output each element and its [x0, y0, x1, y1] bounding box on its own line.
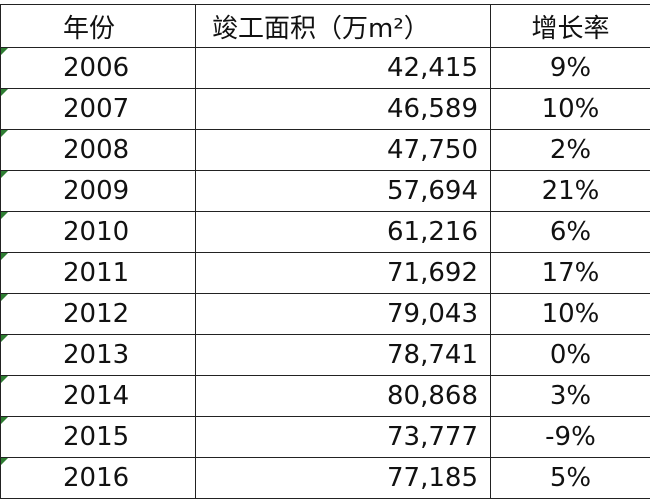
table-cell: 2013 — [1, 335, 196, 376]
table-cell: 2014 — [1, 376, 196, 417]
table-cell: 2016 — [1, 458, 196, 499]
header-cell: 竣工面积（万m²） — [196, 5, 491, 48]
table-cell: -9% — [491, 417, 650, 458]
table-cell: 80,868 — [196, 376, 491, 417]
header-row: 年份竣工面积（万m²）增长率 — [1, 5, 650, 48]
table-cell: 2% — [491, 130, 650, 171]
table-cell: 2006 — [1, 48, 196, 89]
table-cell: 9% — [491, 48, 650, 89]
table-cell: 2009 — [1, 171, 196, 212]
table-cell: 2012 — [1, 294, 196, 335]
table-cell: 73,777 — [196, 417, 491, 458]
table-cell: 78,741 — [196, 335, 491, 376]
table-cell: 71,692 — [196, 253, 491, 294]
table-cell: 0% — [491, 335, 650, 376]
table-cell: 10% — [491, 294, 650, 335]
header-cell: 年份 — [1, 5, 196, 48]
table-cell: 2010 — [1, 212, 196, 253]
table-cell: 79,043 — [196, 294, 491, 335]
header-cell: 增长率 — [491, 5, 650, 48]
table-cell: 2008 — [1, 130, 196, 171]
table-cell: 5% — [491, 458, 650, 499]
table-cell: 17% — [491, 253, 650, 294]
table-cell: 57,694 — [196, 171, 491, 212]
table-cell: 10% — [491, 89, 650, 130]
table-cell: 77,185 — [196, 458, 491, 499]
table-cell: 47,750 — [196, 130, 491, 171]
table-cell: 2011 — [1, 253, 196, 294]
table-cell: 46,589 — [196, 89, 491, 130]
table-cell: 6% — [491, 212, 650, 253]
table-cell: 3% — [491, 376, 650, 417]
table-cell: 2015 — [1, 417, 196, 458]
table-cell: 61,216 — [196, 212, 491, 253]
table-cell: 2007 — [1, 89, 196, 130]
table-cell: 42,415 — [196, 48, 491, 89]
table-cell: 21% — [491, 171, 650, 212]
